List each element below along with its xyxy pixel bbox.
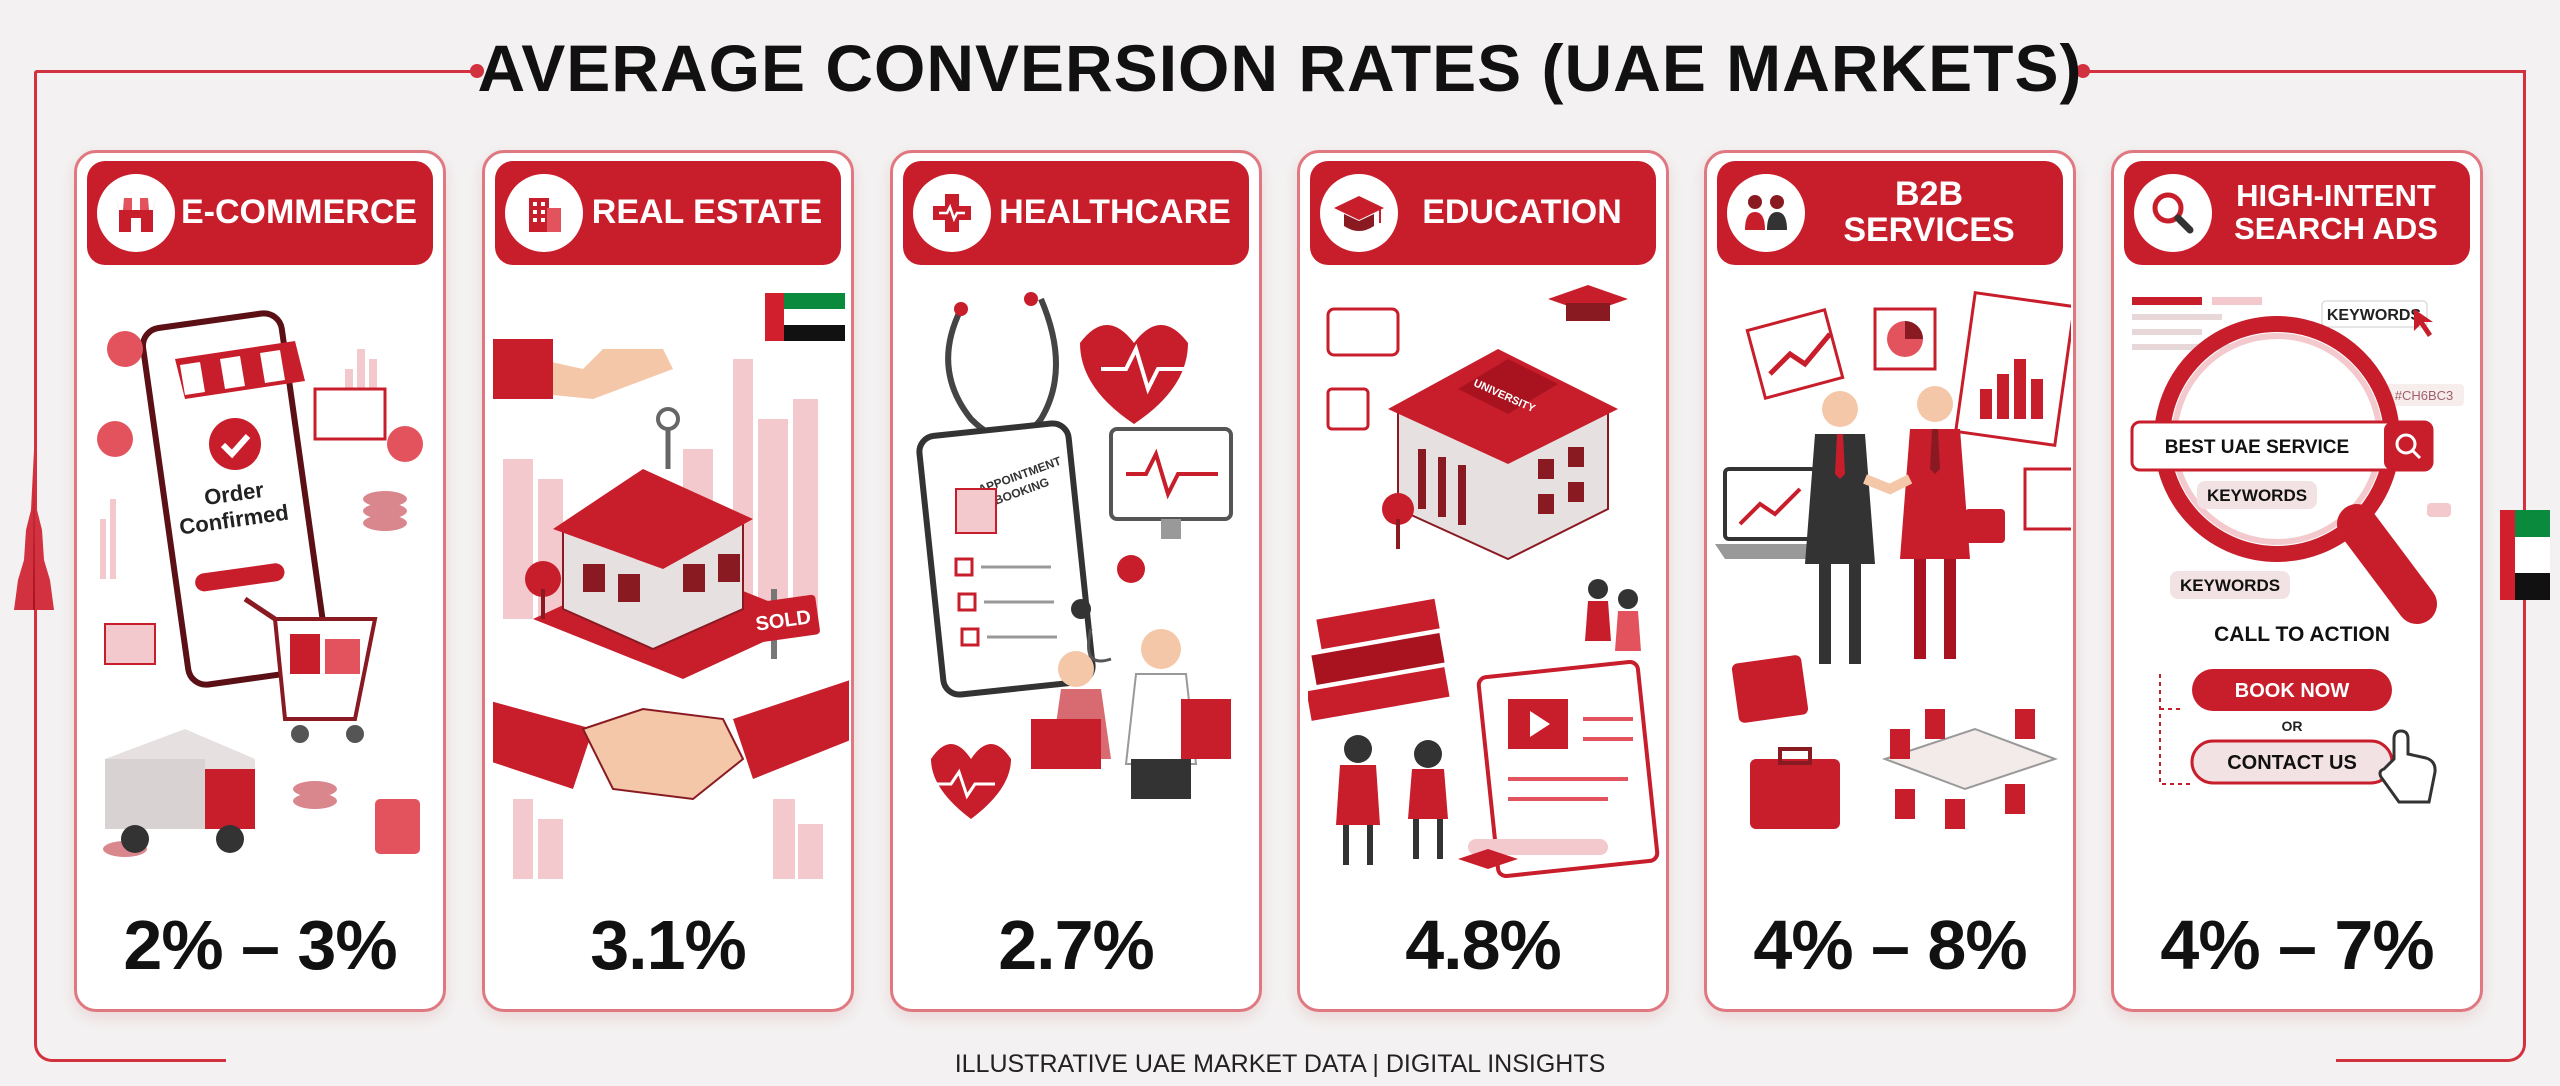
card-title: E-COMMERCE: [180, 193, 418, 232]
education-illustration: UNIVERSITY: [1308, 285, 1660, 879]
conversion-rate-value: 2% – 3%: [123, 906, 397, 984]
building-icon: [505, 174, 583, 252]
card-header: HIGH-INTENT SEARCH ADS: [2124, 161, 2470, 265]
conversion-rate-value: 2.7%: [998, 906, 1155, 984]
code-tag: #CH6BC3: [2395, 388, 2454, 403]
frame-top-left-line: [34, 70, 478, 73]
frame-dot-left: [470, 64, 484, 78]
healthcare-illustration: APPOINTMENT BOOKING: [916, 292, 1233, 819]
card-header: E-COMMERCE: [87, 161, 433, 265]
conversion-rate-value: 4% – 7%: [2160, 906, 2434, 984]
card-header: B2B SERVICES: [1717, 161, 2063, 265]
contact-us-text: CONTACT US: [2227, 752, 2357, 774]
search-query-text: BEST UAE SERVICE: [2165, 437, 2349, 458]
card-title: B2B SERVICES: [1843, 175, 2015, 249]
card-title-line1: HIGH-INTENT: [2236, 178, 2436, 214]
card-ecommerce: E-COMMERCE Order Confirmed 2% – 3%: [74, 150, 446, 1012]
conversion-rate-value: 4.8%: [1405, 906, 1562, 984]
magnifier-icon: [2134, 174, 2212, 252]
ecommerce-illustration: Order Confirmed: [97, 310, 423, 857]
uae-flag: [765, 293, 845, 341]
keywords-tag-2: KEYWORDS: [2207, 486, 2307, 505]
card-real-estate: REAL ESTATE SOLD 3.1%: [482, 150, 854, 1012]
frame-dot-right: [2076, 64, 2090, 78]
keyword-tag: KEYWORDS: [2327, 307, 2422, 324]
card-healthcare: HEALTHCARE APPOINTMENT BOOKING 2.7%: [890, 150, 1262, 1012]
conversion-rate-value: 3.1%: [590, 906, 747, 984]
card-header: REAL ESTATE: [495, 161, 841, 265]
conversion-rate-value: 4% – 8%: [1753, 906, 2027, 984]
burj-tower-icon: [14, 450, 54, 610]
card-education: EDUCATION UNIVERSITY 4.8%: [1297, 150, 1669, 1012]
card-title: REAL ESTATE: [591, 193, 823, 232]
medical-cross-icon: [913, 174, 991, 252]
card-header: EDUCATION: [1310, 161, 1656, 265]
real-estate-illustration: SOLD: [493, 339, 849, 879]
storefront-icon: [97, 174, 175, 252]
book-now-text: BOOK NOW: [2235, 680, 2350, 702]
call-to-action-label: CALL TO ACTION: [2214, 623, 2390, 646]
frame-top-right-line: [2082, 70, 2526, 73]
keywords-tag-3: KEYWORDS: [2180, 576, 2280, 595]
graduation-cap-icon: [1320, 174, 1398, 252]
card-title: HIGH-INTENT SEARCH ADS: [2212, 180, 2470, 245]
page-title: AVERAGE CONVERSION RATES (UAE MARKETS): [477, 31, 2083, 105]
card-header: HEALTHCARE: [903, 161, 1249, 265]
footer-caption: ILLUSTRATIVE UAE MARKET DATA | DIGITAL I…: [954, 1050, 1606, 1078]
or-text: OR: [2282, 718, 2303, 734]
business-people-icon: [1727, 174, 1805, 252]
search-ads-illustration: KEYWORDS #CH6BC3 BEST UAE SERVICE KEYWOR…: [2130, 297, 2464, 804]
card-title: EDUCATION: [1422, 193, 1622, 232]
uae-flag-right: [2500, 510, 2550, 600]
card-title: HEALTHCARE: [999, 193, 1231, 232]
b2b-illustration: [1715, 291, 2071, 829]
frame-bottom-gap: [226, 1050, 2336, 1070]
card-title-line2: SEARCH ADS: [2234, 211, 2438, 246]
card-search-ads: HIGH-INTENT SEARCH ADS KEYWORDS #CH6BC3 …: [2111, 150, 2483, 1012]
card-b2b-services: B2B SERVICES 4% – 8%: [1704, 150, 2076, 1012]
